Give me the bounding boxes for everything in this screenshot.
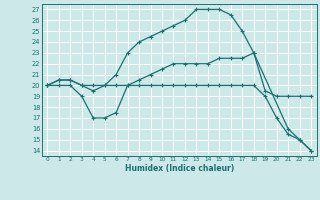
X-axis label: Humidex (Indice chaleur): Humidex (Indice chaleur) [124,164,234,173]
